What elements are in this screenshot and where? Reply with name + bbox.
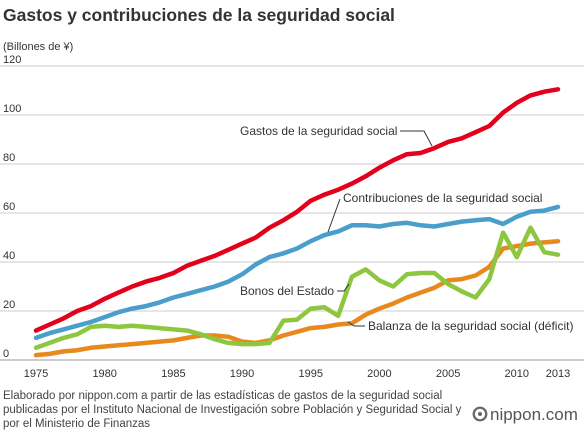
series-lines bbox=[33, 87, 561, 358]
annotation-gastos: Gastos de la seguridad social bbox=[240, 124, 397, 138]
leader-line-bonos bbox=[337, 283, 350, 292]
x-tick-label: 1975 bbox=[24, 368, 48, 380]
chart-title: Gastos y contribuciones de la seguridad … bbox=[3, 5, 395, 25]
y-tick-labels: 0 20 40 60 80 100 120 bbox=[3, 54, 21, 360]
leader-line-contribuciones bbox=[327, 198, 341, 233]
source-note-line: por el Ministerio de Finanzas bbox=[3, 418, 150, 430]
logo-text: nippon.com bbox=[490, 405, 578, 424]
source-note-line: Elaborado por nippon.com a partir de las… bbox=[3, 390, 442, 402]
series-line-balanza bbox=[33, 238, 561, 358]
x-tick-label: 1985 bbox=[161, 368, 185, 380]
nippon-logo: nippon.com bbox=[472, 405, 578, 424]
x-tick-label: 2010 bbox=[505, 368, 529, 380]
source-note: Elaborado por nippon.com a partir de las… bbox=[3, 390, 462, 430]
y-tick-label: 60 bbox=[3, 201, 15, 213]
x-tick-label: 1980 bbox=[92, 368, 116, 380]
x-tick-label: 2013 bbox=[546, 368, 570, 380]
annotation-bonos: Bonos del Estado bbox=[240, 284, 334, 298]
nippon-ring-icon bbox=[472, 406, 488, 422]
y-tick-label: 80 bbox=[3, 152, 15, 164]
y-tick-label: 0 bbox=[3, 348, 9, 360]
x-tick-label: 1990 bbox=[230, 368, 254, 380]
y-tick-label: 120 bbox=[3, 54, 21, 66]
leader-line-gastos bbox=[400, 130, 433, 147]
leader-line-balanza bbox=[347, 321, 365, 327]
series-line-bonos bbox=[33, 225, 561, 351]
x-tick-labels: 1975 1980 1985 1990 1995 2000 2005 2010 2013 bbox=[24, 368, 570, 380]
y-tick-label: 40 bbox=[3, 250, 15, 262]
annotation-balanza: Balanza de la seguridad social (déficit) bbox=[368, 319, 573, 333]
source-note-line: publicadas por el Instituto Nacional de … bbox=[3, 404, 462, 416]
y-tick-label: 100 bbox=[3, 103, 21, 115]
x-tick-label: 2005 bbox=[436, 368, 460, 380]
x-tick-label: 2000 bbox=[367, 368, 391, 380]
gridlines bbox=[0, 65, 584, 361]
annotation-contribuciones: Contribuciones de la seguridad social bbox=[343, 191, 542, 205]
y-axis-unit-label: (Billones de ¥) bbox=[3, 41, 73, 53]
x-tick-label: 1995 bbox=[298, 368, 322, 380]
series-line-gastos bbox=[33, 87, 561, 333]
series-annotations: Gastos de la seguridad social Contribuci… bbox=[240, 124, 573, 333]
series-line-contribuciones bbox=[33, 204, 561, 341]
y-tick-label: 20 bbox=[3, 299, 15, 311]
